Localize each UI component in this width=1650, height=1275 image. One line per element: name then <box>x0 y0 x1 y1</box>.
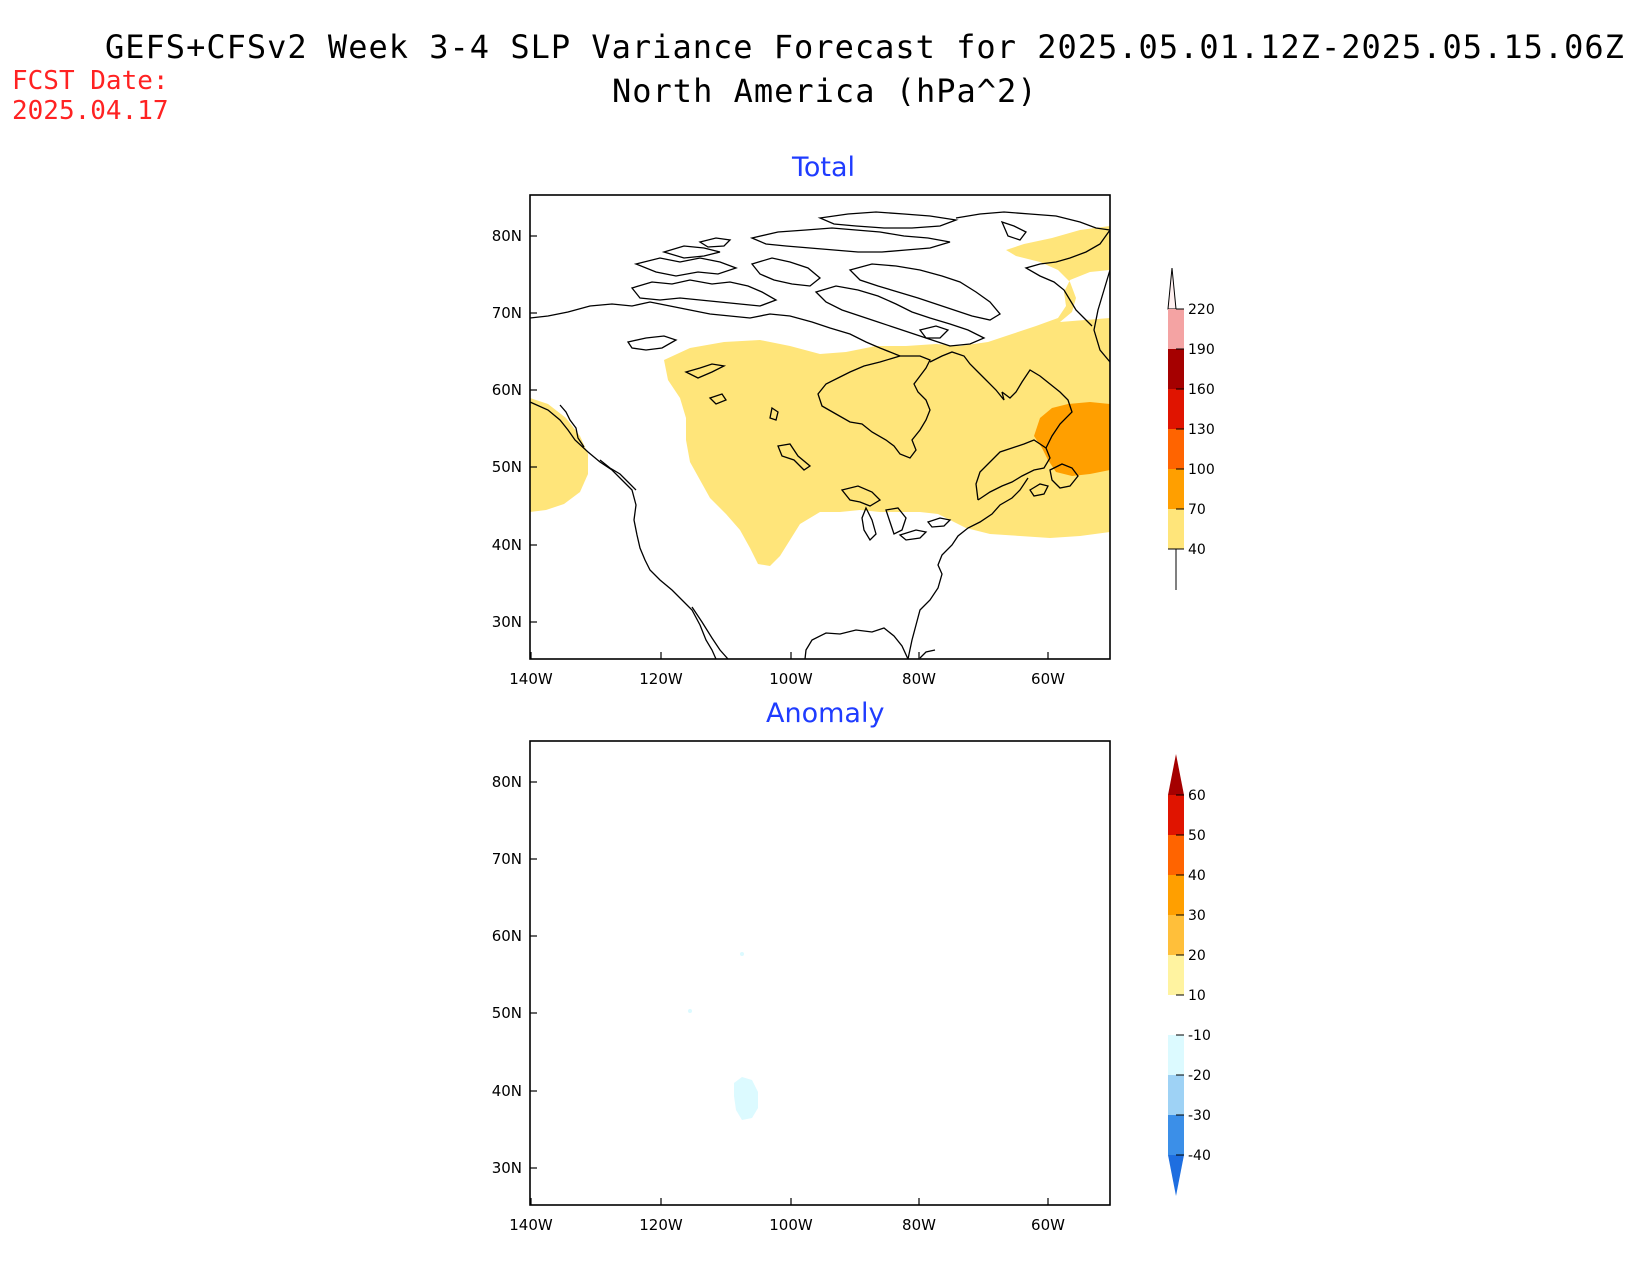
anomaly-axes: 80N 70N 60N 50N 40N 30N 140W 120W 100W 8… <box>492 773 1065 1234</box>
colorbar-anomaly-label: -10 <box>1188 1028 1211 1044</box>
colorbar-total: 220 190 160 130 100 70 40 <box>1167 267 1215 590</box>
main-subtitle: North America (hPa^2) <box>612 72 1038 110</box>
lat-tick-label: 50N <box>492 458 522 476</box>
total-shade-40-west <box>530 398 588 512</box>
colorbar-total-swatch <box>1168 389 1184 429</box>
colorbar-anomaly-label: -40 <box>1188 1148 1211 1164</box>
colorbar-total-bottom-triangle <box>1168 548 1177 590</box>
colorbar-anomaly-swatch <box>1168 915 1184 955</box>
colorbar-total-swatch <box>1168 309 1184 349</box>
lat-tick-label: 30N <box>492 613 522 631</box>
panel-title-total: Total <box>792 152 856 183</box>
colorbar-anomaly-label: 10 <box>1188 988 1206 1004</box>
colorbar-total-label: 220 <box>1188 302 1215 318</box>
lat-tick-label: 40N <box>492 1082 522 1100</box>
colorbar-anomaly-label: -30 <box>1188 1108 1211 1124</box>
total-axes: 80N 70N 60N 50N 40N 30N 140W 120W 100W 8… <box>492 227 1065 688</box>
forecast-date-value: 2025.04.17 <box>12 96 169 126</box>
colorbar-anomaly-top-triangle <box>1168 754 1184 795</box>
lon-tick-label: 120W <box>639 670 683 688</box>
colorbar-anomaly-label: -20 <box>1188 1068 1211 1084</box>
colorbar-total-swatch <box>1168 429 1184 469</box>
anomaly-shade-minus10 <box>734 1077 758 1120</box>
lat-tick-label: 30N <box>492 1159 522 1177</box>
colorbar-total-swatch <box>1168 509 1184 549</box>
lon-tick-label: 100W <box>769 670 813 688</box>
total-shade-40 <box>664 226 1110 566</box>
lat-tick-label: 80N <box>492 227 522 245</box>
lon-tick-label: 120W <box>639 1216 683 1234</box>
colorbar-anomaly-label: 30 <box>1188 908 1206 924</box>
colorbar-total-label: 100 <box>1188 462 1215 478</box>
total-map-frame <box>529 194 1111 660</box>
lon-tick-label: 140W <box>509 1216 553 1234</box>
total-shade-70 <box>1034 402 1110 476</box>
colorbar-total-label: 130 <box>1188 422 1215 438</box>
lon-tick-label: 80W <box>902 1216 936 1234</box>
colorbar-total-swatch <box>1168 349 1184 389</box>
colorbar-anomaly-swatch <box>1168 995 1184 1035</box>
panel-title-anomaly: Anomaly <box>766 698 885 729</box>
coastline-anomaly <box>530 758 1110 1205</box>
colorbar-total-label: 160 <box>1188 382 1215 398</box>
colorbar-total-label: 40 <box>1188 542 1206 558</box>
anomaly-shade-minus10-dot2 <box>688 1009 692 1013</box>
colorbar-anomaly-swatch <box>1168 1075 1184 1115</box>
colorbar-anomaly-swatch <box>1168 955 1184 995</box>
colorbar-anomaly-swatch <box>1168 875 1184 915</box>
total-field <box>530 226 1110 566</box>
colorbar-total-label: 190 <box>1188 342 1215 358</box>
main-title: GEFS+CFSv2 Week 3-4 SLP Variance Forecas… <box>105 28 1625 66</box>
colorbar-total-top-triangle <box>1167 267 1177 310</box>
anomaly-shade-minus10-dot <box>740 952 744 956</box>
forecast-date: FCST Date: 2025.04.17 <box>12 66 169 126</box>
lat-tick-label: 60N <box>492 381 522 399</box>
colorbar-anomaly-label: 40 <box>1188 868 1206 884</box>
lon-tick-label: 100W <box>769 1216 813 1234</box>
lon-tick-label: 60W <box>1031 1216 1065 1234</box>
colorbar-anomaly-label: 60 <box>1188 788 1206 804</box>
lon-tick-label: 60W <box>1031 670 1065 688</box>
colorbar-anomaly-bottom-triangle <box>1168 1155 1184 1196</box>
lat-tick-label: 60N <box>492 927 522 945</box>
colorbar-anomaly-swatch <box>1168 795 1184 835</box>
lat-tick-label: 50N <box>492 1004 522 1022</box>
lon-tick-label: 80W <box>902 670 936 688</box>
colorbar-anomaly-swatch <box>1168 835 1184 875</box>
colorbar-anomaly: 60 50 40 30 20 10 -10 -20 -30 -40 <box>1168 754 1211 1196</box>
colorbar-anomaly-label: 20 <box>1188 948 1206 964</box>
lat-tick-label: 70N <box>492 304 522 322</box>
lat-tick-label: 40N <box>492 536 522 554</box>
anomaly-field <box>688 952 758 1120</box>
colorbar-anomaly-label: 50 <box>1188 828 1206 844</box>
colorbar-anomaly-swatch <box>1168 1115 1184 1155</box>
anomaly-map-frame <box>529 740 1111 1206</box>
colorbar-total-swatch <box>1168 469 1184 509</box>
colorbar-total-label: 70 <box>1188 502 1206 518</box>
colorbar-anomaly-swatch <box>1168 1035 1184 1075</box>
lon-tick-label: 140W <box>509 670 553 688</box>
forecast-date-label: FCST Date: <box>12 66 169 96</box>
lat-tick-label: 70N <box>492 850 522 868</box>
lat-tick-label: 80N <box>492 773 522 791</box>
